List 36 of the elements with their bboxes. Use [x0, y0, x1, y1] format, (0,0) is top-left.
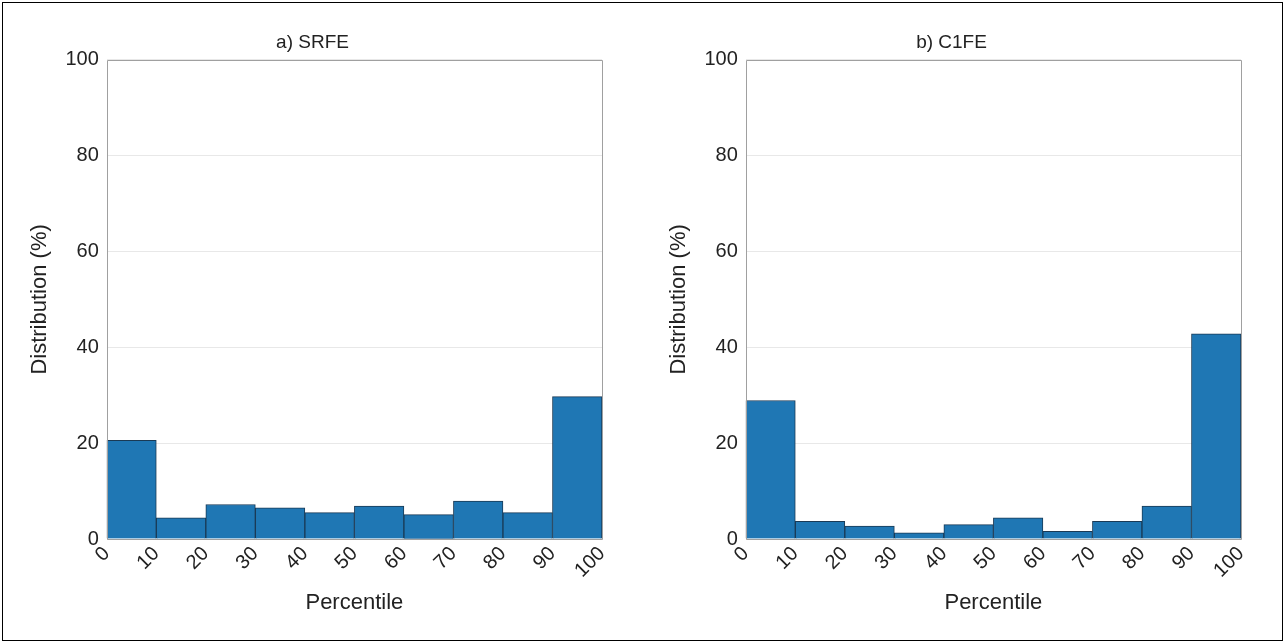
- x-tick-label: 60: [379, 541, 411, 573]
- x-tick-label: 30: [230, 541, 263, 573]
- x-tick-label: 60: [1018, 541, 1050, 573]
- chart-title: a) SRFE: [276, 30, 349, 52]
- y-tick-label: 80: [715, 143, 738, 166]
- x-tick-label: 90: [1166, 541, 1199, 573]
- x-tick-label: 70: [428, 541, 461, 573]
- x-tick-label: 80: [478, 541, 510, 573]
- x-tick-label: 30: [869, 541, 902, 573]
- x-tick-label: 100: [569, 541, 609, 581]
- y-axis-title: Distribution (%): [26, 224, 52, 375]
- x-tick-label: 50: [329, 541, 362, 573]
- x-tick-label: 20: [820, 541, 852, 573]
- chart-title: b) C1FE: [916, 30, 987, 52]
- x-tick-label: 40: [280, 541, 312, 573]
- x-tick-label: 40: [919, 541, 951, 573]
- x-tick-label: 20: [181, 541, 213, 573]
- x-tick-label: 10: [770, 541, 803, 573]
- x-tick-label: 90: [527, 541, 560, 573]
- x-tick-label: 70: [1067, 541, 1100, 573]
- x-axis-title: Percentile: [944, 588, 1043, 614]
- x-tick-label: 100: [1208, 541, 1248, 581]
- x-tick-label: 10: [131, 541, 164, 573]
- x-tick-label: 80: [1117, 541, 1149, 573]
- y-tick-label: 60: [715, 239, 738, 262]
- x-axis-title: Percentile: [305, 588, 404, 614]
- y-tick-label: 20: [715, 430, 738, 453]
- y-tick-label: 80: [76, 143, 99, 166]
- y-axis-title: Distribution (%): [665, 224, 691, 375]
- y-tick-label: 20: [76, 430, 99, 453]
- y-tick-label: 40: [715, 334, 738, 357]
- x-tick-label: 50: [968, 541, 1001, 573]
- y-tick-label: 100: [704, 47, 738, 70]
- y-tick-label: 40: [76, 334, 99, 357]
- y-tick-label: 100: [65, 47, 99, 70]
- y-tick-label: 60: [76, 239, 99, 262]
